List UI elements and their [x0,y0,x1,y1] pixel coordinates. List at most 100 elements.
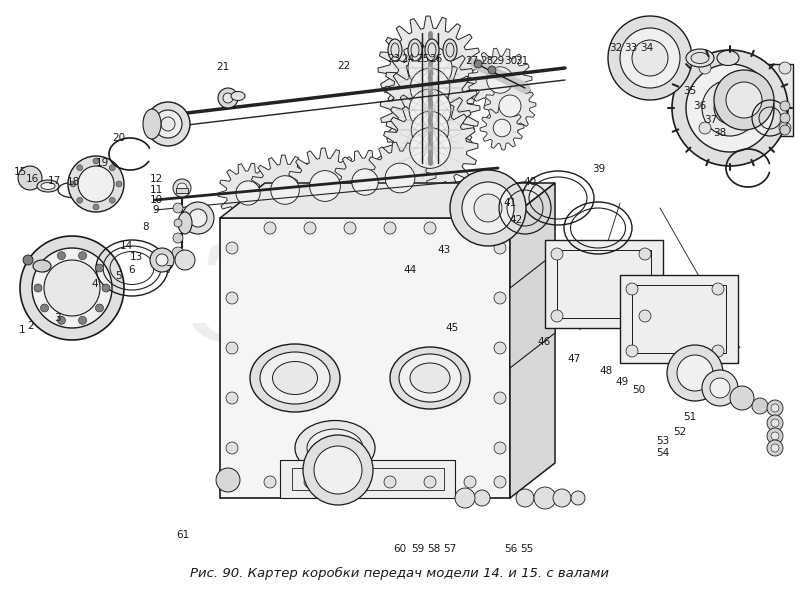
Polygon shape [250,155,320,225]
Text: 58: 58 [427,544,440,554]
Text: 1: 1 [19,325,26,335]
Text: 39: 39 [592,164,605,173]
Bar [220,218,510,498]
Text: 56: 56 [504,544,517,554]
Text: 48: 48 [600,366,613,376]
Circle shape [702,370,738,406]
Text: 46: 46 [538,337,550,347]
Circle shape [173,203,183,213]
Text: 19: 19 [96,158,109,167]
Circle shape [173,179,191,197]
Polygon shape [480,106,524,150]
Text: 47: 47 [568,354,581,364]
Ellipse shape [33,260,51,272]
Text: 34: 34 [640,43,653,53]
Circle shape [730,386,754,410]
Circle shape [639,248,651,260]
Circle shape [344,222,356,234]
Circle shape [384,476,396,488]
Circle shape [93,204,99,210]
Circle shape [264,222,276,234]
Circle shape [150,248,174,272]
Circle shape [102,284,110,292]
Circle shape [494,392,506,404]
Circle shape [551,248,563,260]
Circle shape [534,487,556,509]
Text: 55: 55 [520,544,533,554]
Circle shape [226,242,238,254]
Text: 17: 17 [48,176,61,185]
Circle shape [516,489,534,507]
Text: 36: 36 [694,102,706,111]
Text: 30: 30 [504,56,517,66]
Ellipse shape [410,363,450,393]
Ellipse shape [273,362,318,395]
Circle shape [78,316,86,324]
Polygon shape [364,142,436,214]
Circle shape [702,80,758,136]
Ellipse shape [388,39,402,61]
Text: 49: 49 [616,377,629,386]
Polygon shape [510,183,555,498]
Text: 7: 7 [165,266,171,275]
Text: 6: 6 [129,266,135,275]
Circle shape [41,264,49,272]
Circle shape [226,476,238,488]
Circle shape [173,233,183,243]
Circle shape [779,122,791,134]
Bar [620,275,738,363]
Text: 9: 9 [153,206,159,215]
Circle shape [68,156,124,212]
Circle shape [110,164,115,171]
Circle shape [767,400,783,416]
Bar [292,468,444,490]
Text: 59: 59 [411,544,424,554]
Text: 37: 37 [704,115,717,124]
Circle shape [450,170,526,246]
Circle shape [310,170,341,202]
Text: 33: 33 [624,43,637,53]
Circle shape [424,476,436,488]
Ellipse shape [260,352,330,404]
Text: 28: 28 [480,56,493,66]
Circle shape [672,50,788,166]
Circle shape [714,92,746,124]
Text: 3: 3 [54,313,61,323]
Circle shape [78,252,86,260]
Text: 54: 54 [656,448,669,458]
Text: 13: 13 [130,252,142,262]
Circle shape [767,440,783,456]
Circle shape [608,16,692,100]
Circle shape [767,428,783,444]
Ellipse shape [399,354,461,402]
Circle shape [455,488,475,508]
Text: 23: 23 [387,54,400,63]
Circle shape [352,169,378,195]
Circle shape [236,181,260,205]
Text: 11: 11 [150,185,162,195]
Circle shape [58,316,66,324]
Circle shape [424,222,436,234]
Polygon shape [384,42,476,134]
Text: 52: 52 [674,427,686,437]
Text: 61: 61 [176,530,189,540]
Circle shape [686,64,774,152]
Ellipse shape [390,347,470,409]
Text: 43: 43 [438,245,450,255]
Polygon shape [386,86,474,174]
Circle shape [771,444,779,452]
Bar [632,285,726,353]
Circle shape [639,310,651,322]
Text: 27: 27 [466,56,478,66]
Circle shape [474,60,482,68]
Circle shape [44,260,100,316]
Circle shape [172,247,184,259]
Bar [176,188,188,193]
Circle shape [70,181,76,187]
Circle shape [77,197,82,203]
Text: 18: 18 [67,178,80,187]
Circle shape [699,62,711,74]
Text: 40: 40 [523,178,536,187]
Circle shape [488,66,496,74]
Circle shape [344,476,356,488]
